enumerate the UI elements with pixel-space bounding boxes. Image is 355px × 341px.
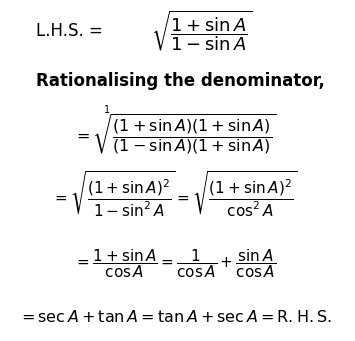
Text: Rationalising the denominator,: Rationalising the denominator, — [36, 72, 324, 90]
Text: $= \dfrac{1+\sin A}{\cos A} = \dfrac{1}{\cos A} + \dfrac{\sin A}{\cos A}$: $= \dfrac{1+\sin A}{\cos A} = \dfrac{1}{… — [73, 247, 276, 280]
Text: $\mathit{1}$: $\mathit{1}$ — [103, 103, 110, 115]
Text: L.H.S. =: L.H.S. = — [36, 21, 108, 40]
Text: $= \sqrt{\dfrac{(1+\sin A)^{2}}{1-\sin^{2} A}} = \sqrt{\dfrac{(1+\sin A)^{2}}{\c: $= \sqrt{\dfrac{(1+\sin A)^{2}}{1-\sin^{… — [52, 170, 297, 219]
Text: $= \sqrt{\dfrac{(1+\sin A)(1+\sin A)}{(1-\sin A)(1+\sin A)}}$: $= \sqrt{\dfrac{(1+\sin A)(1+\sin A)}{(1… — [73, 114, 277, 158]
Text: $= \sec A + \tan A = \tan A + \sec A = \mathrm{R.H.S.}$: $= \sec A + \tan A = \tan A + \sec A = \… — [18, 309, 332, 325]
Text: $\sqrt{\dfrac{1+\sin A}{1-\sin A}}$: $\sqrt{\dfrac{1+\sin A}{1-\sin A}}$ — [151, 9, 252, 53]
